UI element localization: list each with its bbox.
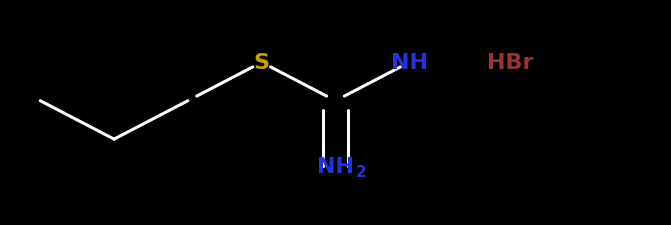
Text: NH: NH <box>391 53 428 73</box>
Text: HBr: HBr <box>486 53 533 73</box>
Text: NH: NH <box>317 157 354 176</box>
Text: S: S <box>254 53 270 73</box>
Text: 2: 2 <box>356 165 366 180</box>
